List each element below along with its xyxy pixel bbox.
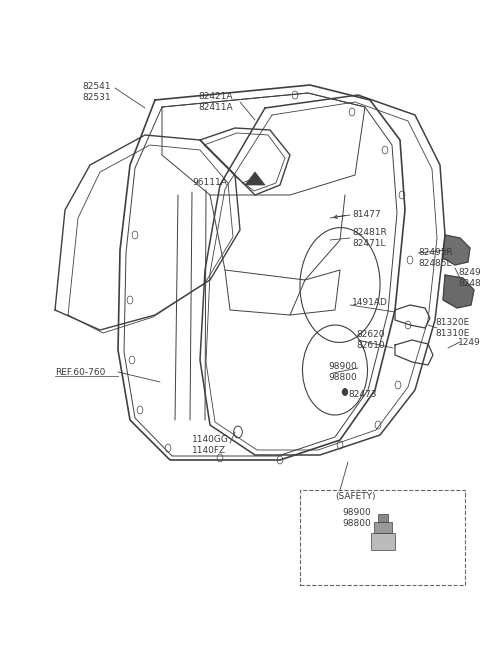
Circle shape [343,388,348,395]
Bar [300,490,465,585]
Text: 82620
82610: 82620 82610 [356,330,384,350]
FancyBboxPatch shape [371,533,395,550]
Text: 82481R
82471L: 82481R 82471L [352,228,387,248]
Text: 81320E
81310E: 81320E 81310E [435,318,469,338]
Text: 82421A
82411A: 82421A 82411A [198,92,233,112]
Polygon shape [443,235,470,265]
Text: 82495R
82485L: 82495R 82485L [418,248,453,268]
Text: 82473: 82473 [348,390,376,399]
Text: 96111A: 96111A [192,178,227,187]
FancyBboxPatch shape [378,514,388,521]
Text: 98900
98800: 98900 98800 [328,362,357,382]
Text: 1491AD: 1491AD [352,298,388,307]
Text: (SAFETY): (SAFETY) [335,492,375,501]
Text: 98900
98800: 98900 98800 [342,508,371,528]
Text: 82541
82531: 82541 82531 [82,82,110,102]
FancyBboxPatch shape [374,521,392,533]
Polygon shape [245,172,265,185]
Text: 81477: 81477 [352,210,381,219]
Text: 1249GE: 1249GE [458,338,480,347]
Text: REF.60-760: REF.60-760 [55,368,106,377]
Polygon shape [443,275,474,308]
Text: 1140GG
1140FZ: 1140GG 1140FZ [192,435,229,455]
Text: 82496R
82486L: 82496R 82486L [458,268,480,288]
